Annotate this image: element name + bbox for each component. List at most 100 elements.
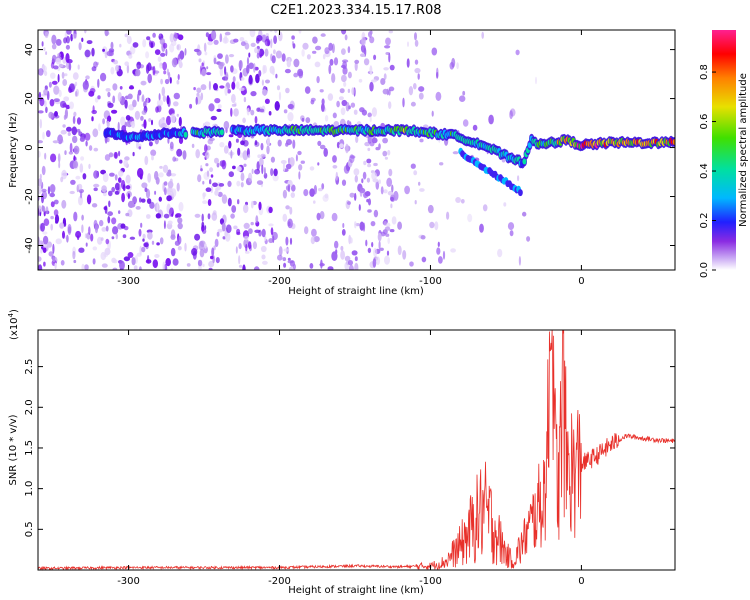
spectrogram-speckle	[124, 156, 130, 161]
spectrogram-speckle	[194, 213, 201, 218]
spectrogram-speckle	[236, 166, 242, 172]
spectrogram-speckle	[104, 205, 108, 215]
spectrogram-speckle	[215, 257, 220, 264]
spectrogram-speckle	[159, 165, 163, 169]
spectrogram-speckle	[151, 240, 155, 245]
spectrogram-speckle	[243, 235, 249, 241]
spectrogram-speckle	[243, 222, 250, 229]
spectrogram-speckle	[125, 212, 130, 217]
spectrogram-speckle	[264, 38, 271, 47]
spectrogram-speckle	[253, 63, 256, 73]
ridge-core	[672, 139, 675, 145]
ridge-branch	[518, 189, 523, 197]
spectrogram-speckle	[342, 61, 347, 70]
spectrogram-speckle	[167, 191, 173, 196]
spectrogram-speckle	[210, 255, 214, 260]
spectrogram-speckle	[63, 96, 70, 102]
spectrogram-speckle	[177, 222, 183, 230]
spectrogram-speckle	[207, 41, 213, 46]
spectrogram-speckle	[230, 213, 235, 219]
spectrogram-speckle	[383, 220, 387, 227]
spectrogram-speckle	[368, 198, 371, 206]
figure-title: C2E1.2023.334.15.17.R08	[270, 3, 441, 18]
spectrogram-speckle	[73, 259, 77, 264]
spectrogram-speckle	[388, 89, 391, 96]
spectrogram-speckle	[213, 57, 217, 65]
spectrogram-speckle	[450, 248, 456, 253]
spectrogram-speckle	[373, 209, 379, 218]
spectrogram-speckle	[503, 202, 507, 207]
spectrogram-speckle	[293, 72, 299, 78]
spectrogram-speckle	[38, 178, 42, 187]
snr-scale-factor: (x104)	[7, 309, 20, 340]
spectrogram-speckle	[169, 178, 173, 184]
spectrogram-speckle	[322, 194, 329, 202]
spectrogram-speckle	[62, 124, 66, 128]
spectrogram-speckle	[72, 135, 78, 144]
spectrogram-speckle	[335, 249, 338, 255]
spectrogram-speckle	[75, 175, 81, 180]
spectrogram-speckle	[238, 59, 243, 70]
spectrogram-speckle	[218, 183, 225, 187]
y-tick-label: 2.0	[24, 399, 35, 415]
spectrogram-speckle	[179, 58, 182, 64]
spectrogram-speckle	[248, 62, 254, 70]
spectrogram-speckle	[46, 130, 51, 138]
spectrogram-speckle	[358, 204, 361, 211]
spectrogram-speckle	[171, 57, 178, 68]
spectrogram-speckle	[224, 86, 228, 96]
spectrogram-speckle	[391, 216, 397, 225]
spectrogram-speckle	[259, 49, 263, 58]
spectrogram-speckle	[91, 66, 97, 72]
spectrogram-speckle	[166, 95, 170, 105]
spectrogram-speckle	[319, 211, 325, 220]
spectrogram-speckle	[78, 247, 85, 253]
spectrogram-speckle	[369, 65, 373, 76]
spectrogram-speckle	[217, 191, 223, 198]
spectrogram-speckle	[367, 112, 372, 118]
spectrogram-speckle	[359, 187, 363, 198]
spectrogram-speckle	[43, 218, 50, 226]
spectrogram-speckle	[301, 117, 305, 122]
spectrogram-speckle	[367, 209, 372, 213]
spectrogram-speckle	[363, 160, 367, 166]
spectrogram-speckle	[316, 212, 321, 221]
spectrogram-speckle	[169, 33, 174, 43]
spectrogram-speckle	[199, 248, 205, 258]
spectrogram-speckle	[250, 91, 257, 97]
spectrogram-speckle	[159, 33, 162, 37]
spectrogram-speckle	[402, 97, 405, 108]
spectrogram-speckle	[58, 161, 61, 169]
ridge-core	[522, 158, 527, 165]
spectrogram-speckle	[45, 51, 48, 55]
spectrogram-speckle	[292, 139, 296, 149]
spectrogram-speckle	[57, 53, 61, 57]
spectrogram-speckle	[331, 73, 336, 84]
spectrogram-speckle	[350, 237, 353, 244]
spectrogram-speckle	[119, 43, 122, 48]
spectrogram-speckle	[144, 155, 149, 166]
spectrogram-speckle	[382, 150, 388, 157]
spectrogram-speckle	[267, 136, 270, 146]
spectrogram-speckle	[238, 243, 242, 250]
spectrogram-speckle	[101, 263, 108, 268]
spectrogram-speckle	[235, 138, 239, 143]
spectrogram-speckle	[367, 163, 372, 168]
spectrogram-speckle	[202, 180, 205, 185]
spectrogram-speckle	[165, 258, 171, 267]
spectrogram-speckle	[112, 267, 118, 270]
spectrogram-speckle	[321, 103, 325, 112]
spectrogram-speckle	[221, 159, 227, 170]
spectrogram-speckle	[436, 67, 439, 78]
spectrogram-speckle	[140, 222, 143, 228]
ridge-core	[183, 131, 188, 138]
spectrogram-speckle	[287, 184, 291, 193]
spectrogram-speckle	[129, 45, 136, 55]
spectrogram-speckle	[67, 132, 71, 136]
spectrogram-speckle	[66, 126, 72, 132]
spectrogram-speckle	[389, 64, 395, 71]
spectrogram-speckle	[255, 73, 260, 84]
spectrogram-speckle	[80, 156, 85, 161]
spectrogram-speckle	[256, 52, 260, 59]
spectrogram-speckle	[388, 101, 392, 109]
